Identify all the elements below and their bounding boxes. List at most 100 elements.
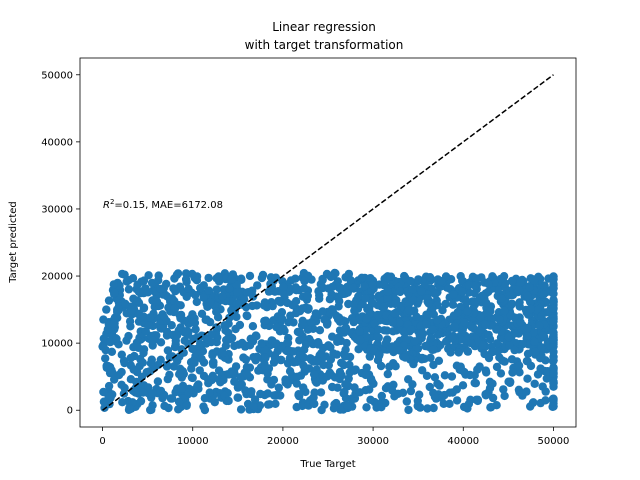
scatter-point bbox=[182, 327, 191, 336]
scatter-point bbox=[425, 382, 434, 392]
scatter-point bbox=[208, 351, 217, 360]
scatter-point bbox=[536, 354, 545, 363]
scatter-point bbox=[452, 361, 462, 370]
scatter-point bbox=[274, 383, 283, 392]
scatter-point bbox=[212, 307, 221, 316]
scatter-point bbox=[355, 327, 364, 336]
scatter-point bbox=[549, 347, 558, 357]
scatter-point bbox=[300, 284, 309, 293]
scatter-point bbox=[374, 325, 383, 334]
scatter-point bbox=[191, 325, 200, 334]
scatter-point bbox=[284, 318, 293, 327]
scatter-point bbox=[492, 362, 502, 372]
scatter-point bbox=[315, 326, 325, 335]
scatter-point bbox=[425, 273, 435, 282]
scatter-point bbox=[506, 310, 515, 320]
scatter-point bbox=[277, 355, 286, 365]
scatter-point bbox=[157, 324, 166, 333]
scatter-point bbox=[549, 402, 558, 411]
scatter-point bbox=[314, 287, 323, 296]
scatter-point bbox=[257, 273, 267, 283]
scatter-point bbox=[448, 300, 458, 309]
scatter-point bbox=[526, 361, 536, 371]
scatter-point bbox=[207, 330, 216, 339]
scatter-point bbox=[177, 384, 187, 393]
y-tick-label: 40000 bbox=[41, 137, 73, 148]
scatter-point bbox=[233, 393, 242, 402]
scatter-point bbox=[172, 331, 182, 340]
scatter-point bbox=[516, 278, 525, 287]
scatter-point bbox=[541, 387, 550, 396]
scatter-point bbox=[160, 401, 169, 411]
scatter-point bbox=[430, 373, 440, 382]
scatter-point bbox=[297, 321, 307, 330]
scatter-point bbox=[236, 405, 246, 414]
scatter-point bbox=[278, 314, 287, 324]
scatter-point bbox=[117, 380, 126, 389]
scatter-point bbox=[349, 317, 358, 327]
scatter-point bbox=[469, 324, 478, 333]
scatter-point bbox=[523, 349, 533, 358]
scatter-point bbox=[539, 290, 548, 299]
scatter-point bbox=[457, 287, 467, 297]
scatter-point bbox=[417, 287, 426, 296]
y-tick-label: 20000 bbox=[41, 272, 73, 283]
scatter-point bbox=[506, 290, 515, 300]
scatter-point bbox=[341, 345, 350, 354]
y-tick-label: 50000 bbox=[41, 70, 73, 81]
scatter-point bbox=[175, 352, 184, 361]
scatter-point bbox=[218, 292, 227, 301]
scatter-point bbox=[124, 331, 133, 341]
scatter-point bbox=[530, 337, 539, 347]
scatter-point bbox=[164, 303, 173, 312]
scatter-point bbox=[255, 401, 265, 410]
scatter-point bbox=[484, 287, 493, 297]
scatter-point bbox=[366, 375, 376, 384]
scatter-point bbox=[294, 390, 303, 399]
scatter-point bbox=[531, 347, 540, 357]
scatter-point bbox=[248, 292, 258, 301]
scatter-point bbox=[162, 360, 172, 370]
scatter-point bbox=[366, 395, 375, 404]
scatter-point bbox=[523, 331, 532, 340]
scatter-point bbox=[231, 362, 241, 371]
scatter-point bbox=[475, 362, 484, 371]
scatter-point bbox=[225, 284, 234, 293]
x-tick-label: 30000 bbox=[357, 436, 389, 447]
scatter-point bbox=[422, 371, 432, 380]
scatter-point bbox=[126, 353, 135, 363]
scatter-point bbox=[252, 332, 261, 341]
scatter-point bbox=[141, 327, 150, 336]
scatter-point bbox=[153, 377, 163, 386]
scatter-point bbox=[174, 397, 184, 406]
scatter-point bbox=[361, 370, 370, 380]
scatter-point bbox=[488, 393, 498, 403]
scatter-point bbox=[458, 381, 468, 390]
scatter-point bbox=[500, 391, 509, 401]
scatter-point bbox=[300, 276, 309, 286]
scatter-point bbox=[484, 279, 493, 289]
scatter-point bbox=[224, 396, 233, 406]
scatter-point bbox=[250, 395, 260, 404]
scatter-point bbox=[541, 396, 550, 405]
scatter-point bbox=[145, 367, 154, 376]
scatter-point bbox=[263, 369, 272, 378]
scatter-point bbox=[515, 298, 524, 307]
r2-label: R bbox=[103, 200, 110, 211]
scatter-point bbox=[232, 280, 241, 289]
scatter-point bbox=[326, 355, 336, 364]
scatter-point bbox=[128, 274, 138, 283]
scatter-point bbox=[180, 336, 189, 345]
scatter-point bbox=[187, 364, 196, 373]
scatter-point bbox=[139, 303, 149, 312]
scatter-point bbox=[283, 298, 292, 308]
scatter-point bbox=[448, 333, 457, 343]
scatter-point bbox=[529, 328, 538, 337]
scatter-point bbox=[381, 384, 391, 393]
scatter-point bbox=[488, 379, 497, 388]
scatter-point bbox=[234, 299, 244, 309]
scatter-point bbox=[383, 369, 392, 379]
scatter-point bbox=[391, 362, 400, 371]
scatter-point bbox=[349, 300, 358, 309]
scatter-point bbox=[238, 338, 247, 348]
